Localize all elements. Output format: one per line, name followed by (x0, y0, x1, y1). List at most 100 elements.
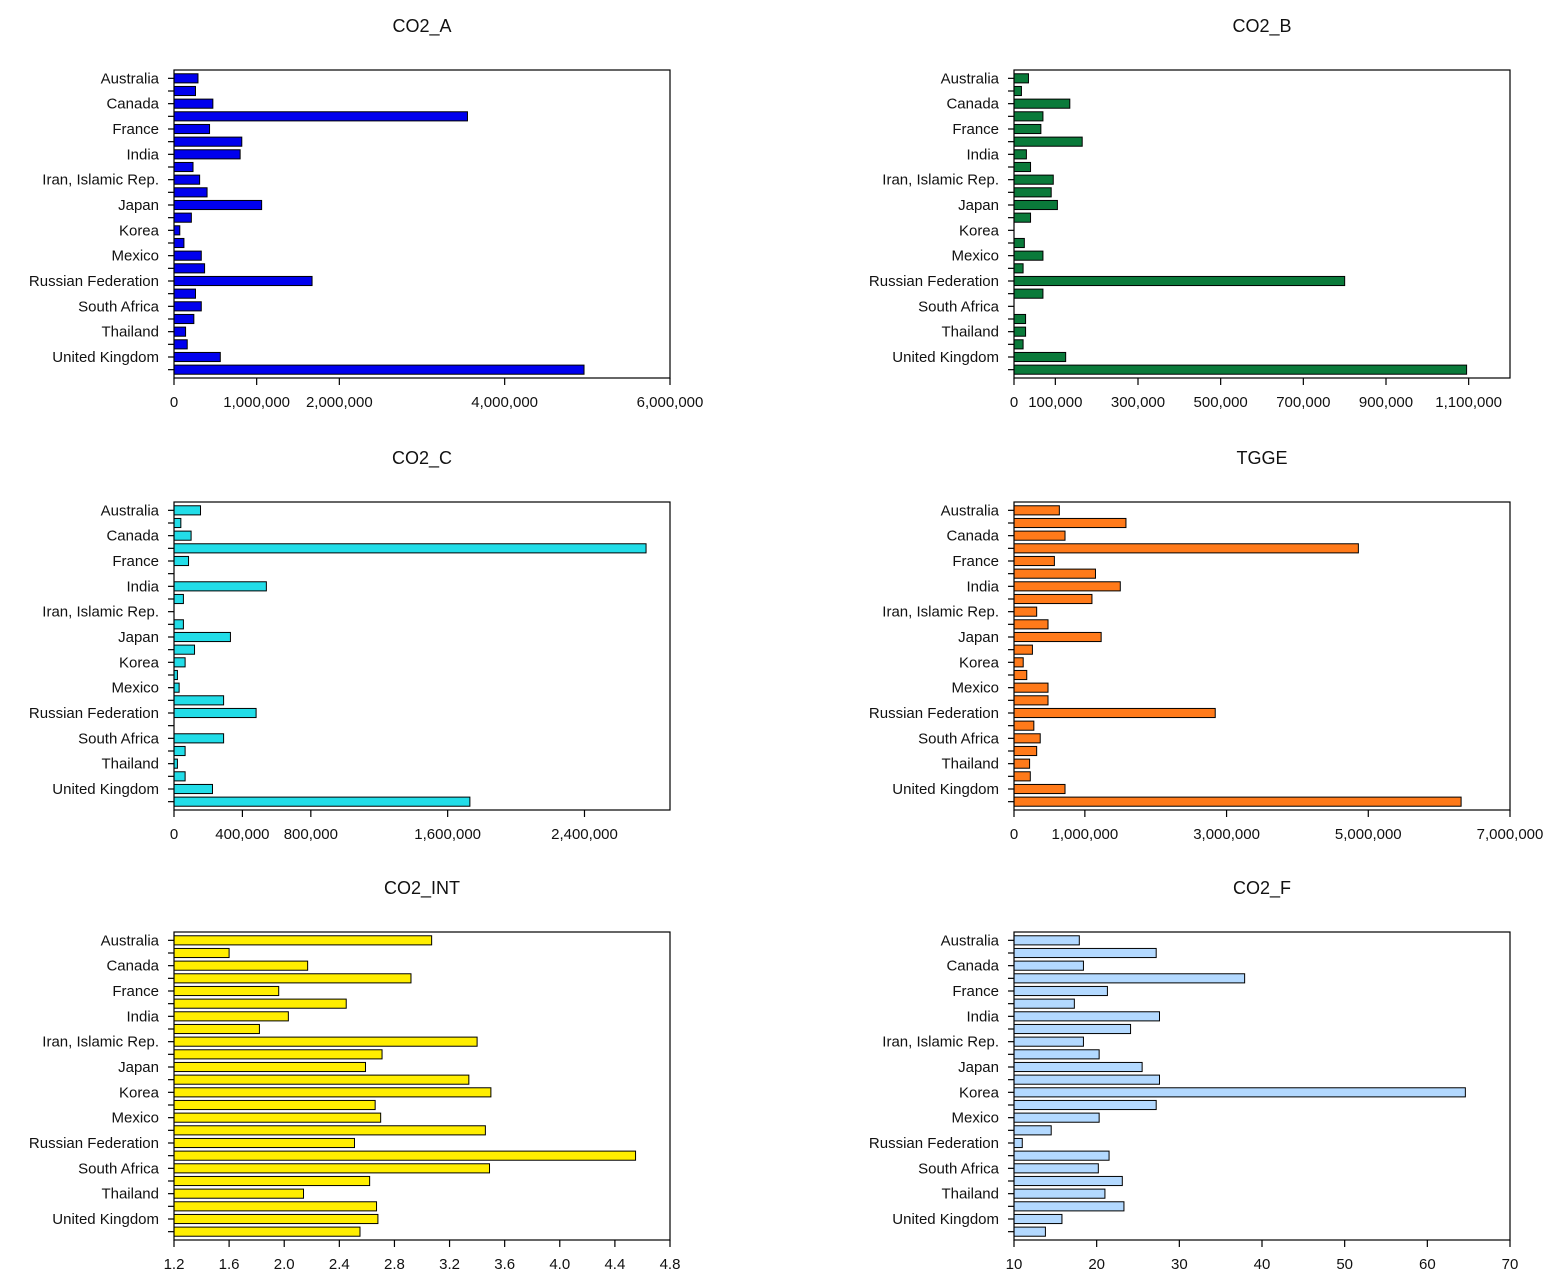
chart-panel-0: CO2_A Australia Canada France India Iran, Isl… (29, 16, 703, 411)
y-tick-label: Canada (106, 528, 159, 545)
bar (173, 657, 186, 668)
plot-frame (1013, 501, 1511, 811)
bar (1013, 123, 1042, 135)
plot-frame (1013, 69, 1511, 379)
y-tick-label: South Africa (918, 1160, 1000, 1177)
y-tick-label: Thailand (941, 756, 999, 773)
bar (1013, 161, 1032, 173)
bar (1013, 1087, 1466, 1098)
bar (173, 960, 309, 971)
y-tick-label: Russian Federation (29, 273, 159, 290)
y-tick-label: Russian Federation (869, 705, 999, 722)
bar (173, 1036, 478, 1047)
bar (173, 935, 433, 946)
bar (173, 1137, 355, 1149)
bar (1013, 796, 1462, 807)
y-tick-label: Thailand (101, 1186, 159, 1203)
bar (173, 745, 186, 757)
x-tick-label: 70 (1502, 1256, 1519, 1273)
bar (173, 212, 192, 223)
bar (1013, 187, 1052, 198)
y-tick-label: Australia (941, 932, 1000, 949)
x-tick-label: 4,000,000 (471, 394, 538, 411)
x-tick-label: 100,000 (1028, 394, 1082, 411)
y-tick-label: Russian Federation (869, 273, 999, 290)
x-tick-label: 30 (1171, 1256, 1188, 1273)
y-tick-label: Thailand (101, 756, 159, 773)
bar (173, 517, 182, 529)
bar (1013, 73, 1029, 84)
bar (173, 1074, 470, 1085)
bar (173, 237, 185, 249)
bar (173, 301, 202, 312)
bar (1013, 619, 1049, 630)
chart-panel-1: CO2_B Australia Canada France India Iran, Isl… (869, 16, 1511, 411)
bar (1013, 973, 1246, 984)
bar (173, 771, 186, 782)
bar (173, 682, 180, 693)
y-tick-label: United Kingdom (52, 349, 159, 366)
bar (173, 161, 194, 173)
y-tick-label: France (952, 121, 999, 138)
y-tick-label: Japan (958, 1059, 999, 1076)
bar (1013, 517, 1127, 529)
y-tick-label: Australia (101, 932, 160, 949)
bar (1013, 783, 1066, 795)
bar (1013, 745, 1038, 757)
bar (173, 73, 199, 84)
chart-panel-4: CO2_INT Australia Canada France India Iran, I… (29, 878, 681, 1273)
y-tick-label: India (966, 146, 999, 163)
x-tick-label: 2,400,000 (551, 826, 618, 843)
bar (1013, 98, 1071, 109)
y-tick-label: South Africa (918, 298, 1000, 315)
y-tick-label: Iran, Islamic Rep. (42, 604, 159, 621)
bar (1013, 505, 1060, 516)
bar (173, 1061, 367, 1073)
bar (173, 364, 585, 375)
bar (1013, 1188, 1106, 1199)
x-tick-label: 2.4 (329, 1256, 350, 1273)
x-tick-label: 700,000 (1276, 394, 1330, 411)
bar (1013, 1011, 1160, 1022)
y-tick-label: Australia (941, 70, 1000, 87)
y-tick-label: Thailand (941, 324, 999, 341)
y-tick-label: Canada (106, 958, 159, 975)
y-tick-label: Japan (958, 197, 999, 214)
y-tick-label: Iran, Islamic Rep. (42, 172, 159, 189)
chart-panel-2: CO2_C Australia Canada France India Iran, Isl… (29, 448, 671, 843)
bar (1013, 288, 1044, 299)
bar (1013, 695, 1049, 706)
y-tick-label: India (126, 146, 159, 163)
bar (1013, 1112, 1100, 1123)
bar (173, 326, 187, 337)
y-tick-label: India (126, 578, 159, 595)
bar (1013, 1213, 1063, 1225)
x-tick-label: 2.0 (274, 1256, 295, 1273)
x-tick-label: 1,600,000 (414, 826, 481, 843)
x-tick-label: 1,000,000 (1051, 826, 1118, 843)
bar (173, 1226, 361, 1237)
bar (1013, 1023, 1132, 1035)
bar (1013, 1074, 1160, 1085)
x-tick-label: 60 (1419, 1256, 1436, 1273)
plot-frame (173, 501, 671, 811)
bar (173, 1049, 383, 1060)
y-tick-label: Japan (958, 629, 999, 646)
y-tick-label: Japan (118, 629, 159, 646)
bar (173, 111, 468, 122)
bar (1013, 960, 1084, 971)
bar (1013, 1163, 1099, 1174)
y-tick-label: South Africa (918, 730, 1000, 747)
bar (173, 998, 347, 1009)
x-tick-label: 4.4 (604, 1256, 625, 1273)
bar (173, 149, 241, 160)
y-tick-label: Japan (118, 1059, 159, 1076)
bar (1013, 250, 1044, 261)
y-tick-label: India (966, 578, 999, 595)
x-tick-label: 4.0 (549, 1256, 570, 1273)
y-tick-label: France (952, 553, 999, 570)
bar (1013, 364, 1468, 375)
bar (1013, 758, 1031, 769)
bar (173, 275, 313, 287)
y-tick-label: United Kingdom (892, 781, 999, 798)
